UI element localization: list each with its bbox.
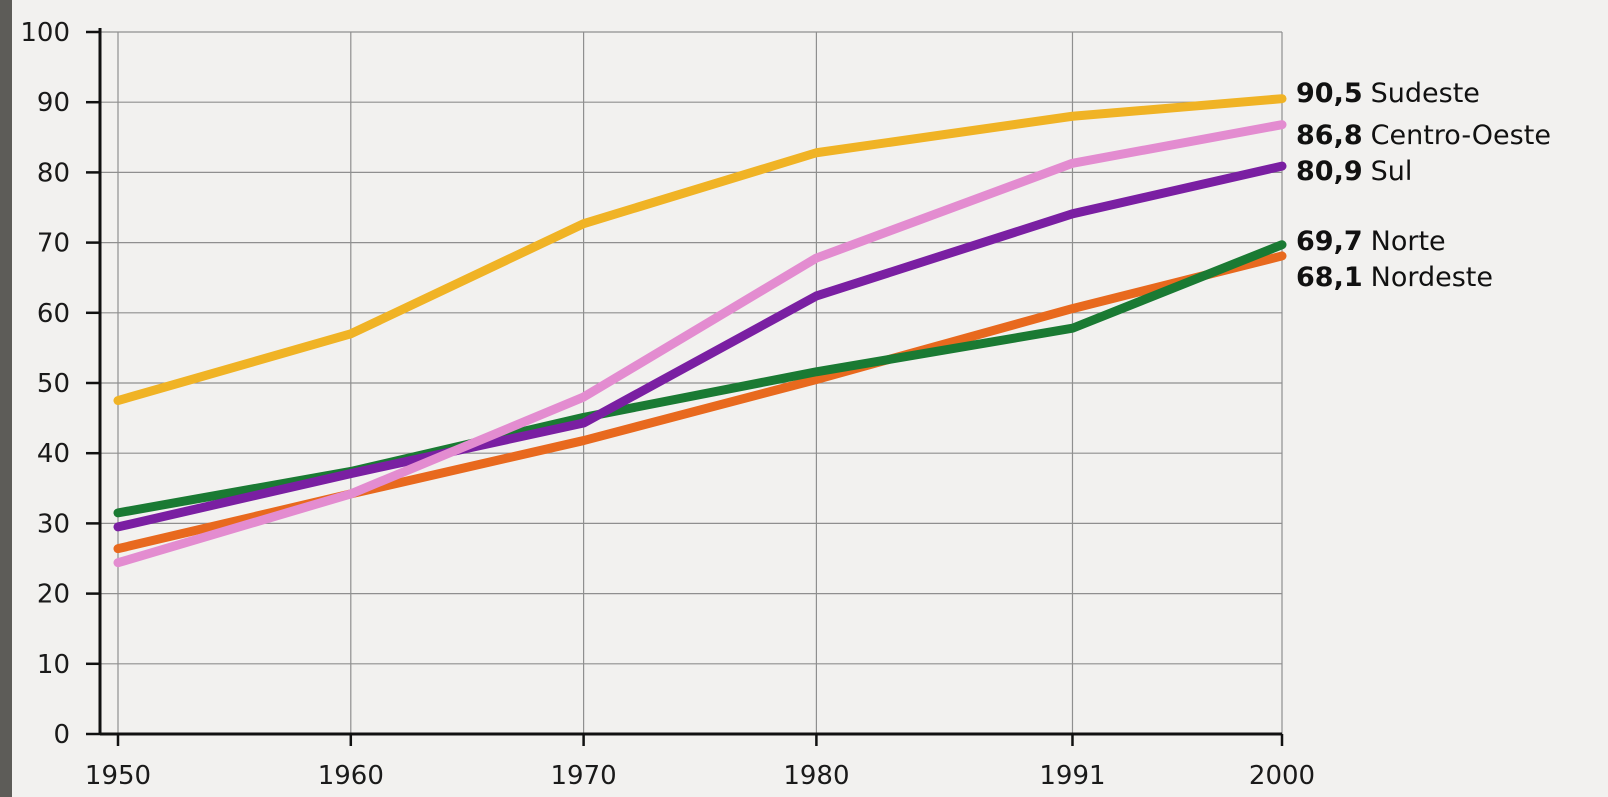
end-label-sul: 80,9 Sul: [1296, 156, 1412, 187]
y-tick-label-50: 50: [37, 369, 70, 399]
y-tick-label-0: 0: [53, 720, 70, 750]
series-line-norte: [113, 240, 1287, 518]
y-tick-label-20: 20: [37, 580, 70, 610]
end-label-centro-oeste: 86,8 Centro-Oeste: [1296, 120, 1551, 151]
end-labels: 90,5 Sudeste 86,8 Centro-Oeste 80,9 Sul 69,7 No…: [1296, 78, 1551, 293]
scan-frame-edge: [0, 0, 12, 797]
y-tick-label-80: 80: [37, 158, 70, 188]
x-tick-label-1950: 1950: [85, 761, 151, 791]
y-tick-label-10: 10: [37, 650, 70, 680]
x-axis: 1950 1960 1970 1980 1991 2000: [85, 732, 1315, 791]
series-line-sudeste: [113, 94, 1287, 406]
end-label-sudeste: 90,5 Sudeste: [1296, 78, 1480, 109]
end-label-norte: 69,7 Norte: [1296, 226, 1446, 257]
end-label-value: 68,1: [1296, 262, 1363, 293]
x-tick-label-2000: 2000: [1249, 761, 1315, 791]
y-tick-label-90: 90: [37, 88, 70, 118]
y-tick-label-60: 60: [37, 299, 70, 329]
x-tick-label-1970: 1970: [551, 761, 617, 791]
x-tick-label-1980: 1980: [783, 761, 849, 791]
end-label-value: 86,8: [1296, 120, 1363, 151]
series-line-sul: [113, 161, 1287, 532]
end-label-value: 90,5: [1296, 78, 1363, 109]
y-tick-label-70: 70: [37, 229, 70, 259]
y-tick-label-30: 30: [37, 509, 70, 539]
end-label-nordeste: 68,1 Nordeste: [1296, 262, 1493, 293]
y-tick-label-40: 40: [37, 439, 70, 469]
x-tick-label-1991: 1991: [1039, 761, 1105, 791]
end-label-value: 69,7: [1296, 226, 1363, 257]
series-line-centro-oeste: [113, 120, 1287, 568]
end-label-name: Sul: [1371, 156, 1413, 187]
y-tick-label-100: 100: [20, 18, 70, 48]
x-tick-label-1960: 1960: [318, 761, 384, 791]
end-label-name: Norte: [1371, 226, 1446, 257]
y-axis: 0 10 20 30 40 50 60 70 80 90 100: [20, 18, 102, 750]
end-label-value: 80,9: [1296, 156, 1363, 187]
series-layer: [113, 94, 1287, 568]
end-label-name: Centro-Oeste: [1371, 120, 1551, 151]
end-label-name: Sudeste: [1371, 78, 1480, 109]
series-line-nordeste: [113, 251, 1287, 554]
grid: [96, 31, 1283, 734]
end-label-name: Nordeste: [1371, 262, 1493, 293]
